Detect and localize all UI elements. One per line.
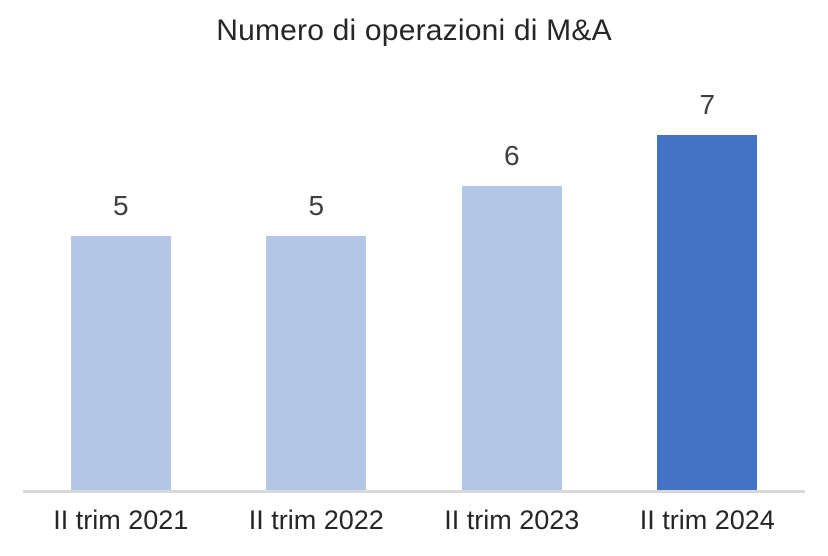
x-axis-tick-label: II trim 2021 — [53, 505, 189, 535]
bar-group: 5 — [23, 192, 219, 490]
x-axis-tick-label: II trim 2024 — [639, 505, 775, 535]
bar-group: 5 — [219, 192, 415, 490]
x-axis-tick-label: II trim 2022 — [248, 505, 384, 535]
bar-group: 7 — [610, 91, 806, 490]
bar — [657, 135, 758, 490]
bar — [70, 236, 171, 490]
x-axis-line — [23, 490, 805, 493]
x-axis-tick-label: II trim 2023 — [444, 505, 580, 535]
data-label: 7 — [699, 89, 716, 120]
bar — [461, 186, 562, 490]
x-axis-labels: II trim 2021 II trim 2022 II trim 2023 I… — [23, 504, 805, 536]
plot-area: 5 5 6 7 — [23, 0, 805, 490]
data-label: 5 — [308, 190, 325, 221]
data-label: 6 — [503, 140, 520, 171]
chart-title: Numero di operazioni di M&A — [216, 14, 612, 47]
bar — [266, 236, 367, 490]
bar-group: 6 — [414, 142, 610, 490]
data-label: 5 — [112, 190, 129, 221]
